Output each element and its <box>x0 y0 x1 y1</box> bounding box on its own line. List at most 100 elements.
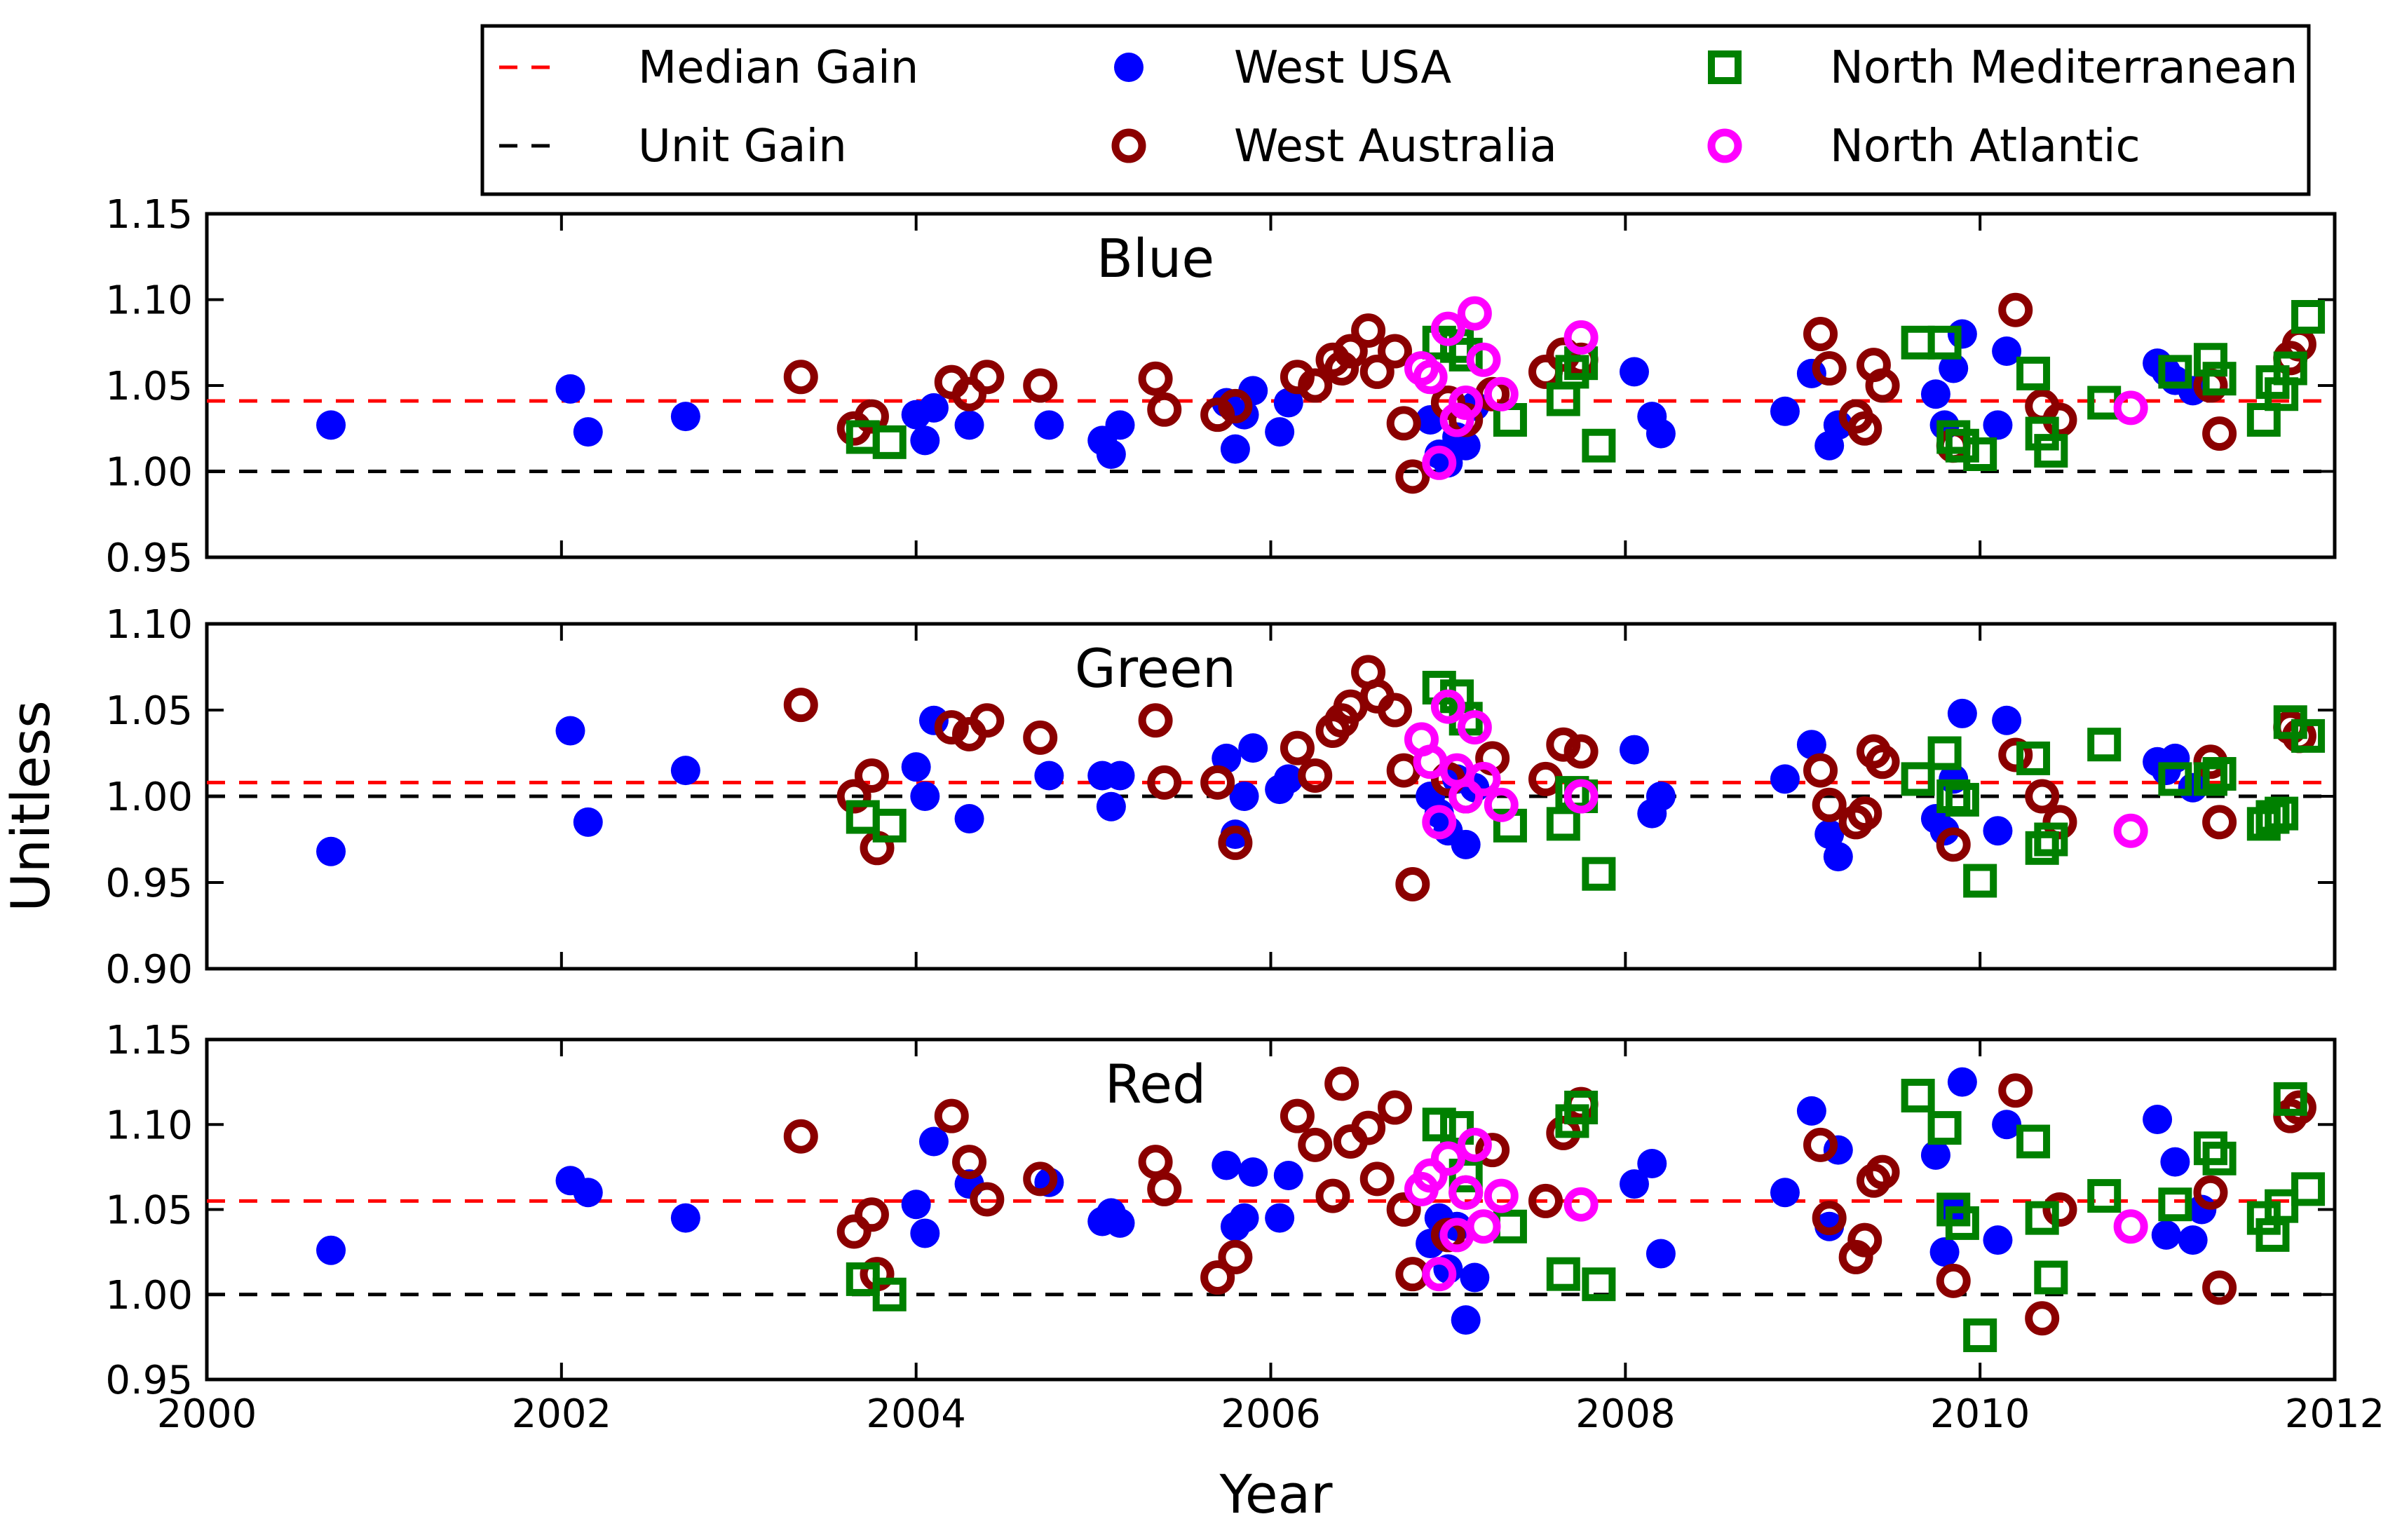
data-point-west-australia <box>1378 334 1413 369</box>
data-point-west-usa <box>1229 782 1259 811</box>
legend-label-unit-gain: Unit Gain <box>638 121 847 172</box>
data-point-west-usa <box>1105 761 1135 791</box>
data-point-north-atlantic <box>1563 1187 1599 1222</box>
data-point-west-australia <box>934 1098 969 1133</box>
data-point-west-australia <box>1803 753 1838 788</box>
data-point-west-usa <box>1983 410 2013 440</box>
data-point-west-usa <box>555 716 585 746</box>
data-point-west-australia <box>2042 1192 2077 1227</box>
series-west-usa <box>316 698 2208 872</box>
data-point-west-usa <box>1814 819 1845 850</box>
data-point-west-usa <box>1220 434 1250 464</box>
data-point-west-australia <box>1865 368 1900 403</box>
data-point-west-australia <box>1138 361 1173 396</box>
data-point-west-australia <box>1847 1222 1882 1258</box>
legend-label-west-australia: West Australia <box>1234 121 1557 172</box>
data-point-west-usa <box>1265 417 1295 447</box>
data-point-west-australia <box>1865 1154 1900 1190</box>
data-point-west-usa <box>1637 1149 1667 1179</box>
data-point-west-australia <box>2202 416 2237 451</box>
data-point-west-usa <box>1646 418 1676 449</box>
data-point-west-usa <box>1992 1110 2022 1140</box>
data-point-west-australia <box>970 1182 1005 1217</box>
data-point-north-atlantic <box>1563 779 1599 814</box>
data-point-west-australia <box>1998 737 2033 772</box>
data-point-north-mediterranean <box>2291 300 2326 334</box>
data-point-west-australia <box>1200 765 1235 800</box>
legend-label-north-mediterranean: North Mediterranean <box>1830 42 2298 94</box>
data-point-west-usa <box>1096 791 1126 822</box>
data-point-west-australia <box>1812 1201 1847 1236</box>
x-tick-label: 2010 <box>1930 1391 2030 1437</box>
y-tick-label: 1.10 <box>105 278 193 324</box>
data-point-west-usa <box>1273 388 1303 418</box>
data-point-west-australia <box>1218 1239 1253 1274</box>
data-point-north-atlantic <box>1430 311 1465 346</box>
data-point-west-australia <box>854 1197 889 1232</box>
data-point-north-atlantic <box>1484 787 1519 822</box>
series-north-atlantic <box>1404 689 2148 848</box>
data-point-west-usa <box>1920 379 1950 409</box>
data-point-west-usa <box>1212 1150 1242 1180</box>
data-point-north-mediterranean <box>1927 1111 1962 1145</box>
chart-panels: 0.95 1.00 1.05 1.10 1.15 Blue 0.90 0.95 1.00 1.05… <box>105 192 2384 1437</box>
data-point-north-mediterranean <box>2265 796 2299 831</box>
data-point-west-usa <box>1992 336 2022 366</box>
panel-red: 0.95 1.00 1.05 1.10 1.15 2000 2002 2004 2006 2008… <box>105 1018 2384 1437</box>
data-point-north-atlantic <box>2113 1209 2148 1244</box>
data-point-north-atlantic <box>1457 1127 1492 1162</box>
data-point-west-australia <box>2202 805 2237 840</box>
legend-swatch-west-australia <box>1111 128 1146 163</box>
data-point-north-mediterranean <box>2025 831 2059 865</box>
data-point-north-mediterranean <box>1936 420 1971 454</box>
x-axis-label: Year <box>1219 1463 1334 1525</box>
data-point-north-mediterranean <box>1945 782 1979 817</box>
y-tick-label: 0.95 <box>105 1358 193 1403</box>
data-point-west-australia <box>1315 1178 1350 1213</box>
data-point-north-atlantic <box>1466 761 1501 796</box>
y-tick-label: 0.90 <box>105 947 193 993</box>
data-point-west-australia <box>1138 703 1173 738</box>
panel-title: Red <box>1105 1053 1206 1115</box>
data-point-west-australia <box>1359 354 1395 389</box>
data-point-west-australia <box>970 703 1005 738</box>
data-point-west-australia <box>1395 866 1430 901</box>
y-tick-label: 1.00 <box>105 450 193 496</box>
data-point-north-atlantic <box>1457 710 1492 745</box>
data-point-west-australia <box>783 688 818 723</box>
panel-title: Green <box>1075 637 1236 700</box>
data-point-west-usa <box>910 1218 940 1248</box>
data-point-north-atlantic <box>1484 376 1519 411</box>
data-point-west-usa <box>1796 730 1826 760</box>
data-point-north-mediterranean <box>1448 1159 1483 1192</box>
x-tick-label: 2012 <box>2285 1391 2385 1437</box>
legend-label-median-gain: Median Gain <box>638 42 918 94</box>
y-tick-label: 1.15 <box>105 1018 193 1063</box>
data-point-west-australia <box>1998 1073 2033 1108</box>
data-point-west-australia <box>1351 1110 1386 1145</box>
data-point-west-usa <box>1646 1239 1676 1269</box>
y-tick-label: 1.05 <box>105 364 193 409</box>
data-point-west-usa <box>1451 430 1481 461</box>
data-point-west-usa <box>573 1178 603 1208</box>
data-point-west-australia <box>952 376 987 411</box>
data-point-north-mediterranean <box>2034 822 2068 857</box>
data-point-west-usa <box>1646 782 1676 811</box>
data-point-west-australia <box>1378 693 1413 728</box>
data-point-west-usa <box>1229 1203 1259 1233</box>
data-point-west-usa <box>1619 357 1649 387</box>
data-point-north-mediterranean <box>1448 337 1483 372</box>
data-point-west-australia <box>1812 351 1847 386</box>
data-point-west-australia <box>783 360 818 395</box>
y-tick-label: 1.10 <box>105 1103 193 1148</box>
data-point-west-australia <box>1359 1161 1395 1197</box>
data-point-north-mediterranean <box>1927 736 1962 770</box>
plot-area <box>205 212 2337 559</box>
data-point-west-usa <box>1947 1067 1977 1097</box>
series-west-usa <box>316 319 2208 478</box>
data-point-north-mediterranean <box>1927 325 1962 360</box>
data-point-west-australia <box>2025 779 2060 814</box>
legend: Median Gain Unit Gain West USA West Austral… <box>480 24 2311 196</box>
data-point-north-atlantic <box>1466 342 1501 377</box>
